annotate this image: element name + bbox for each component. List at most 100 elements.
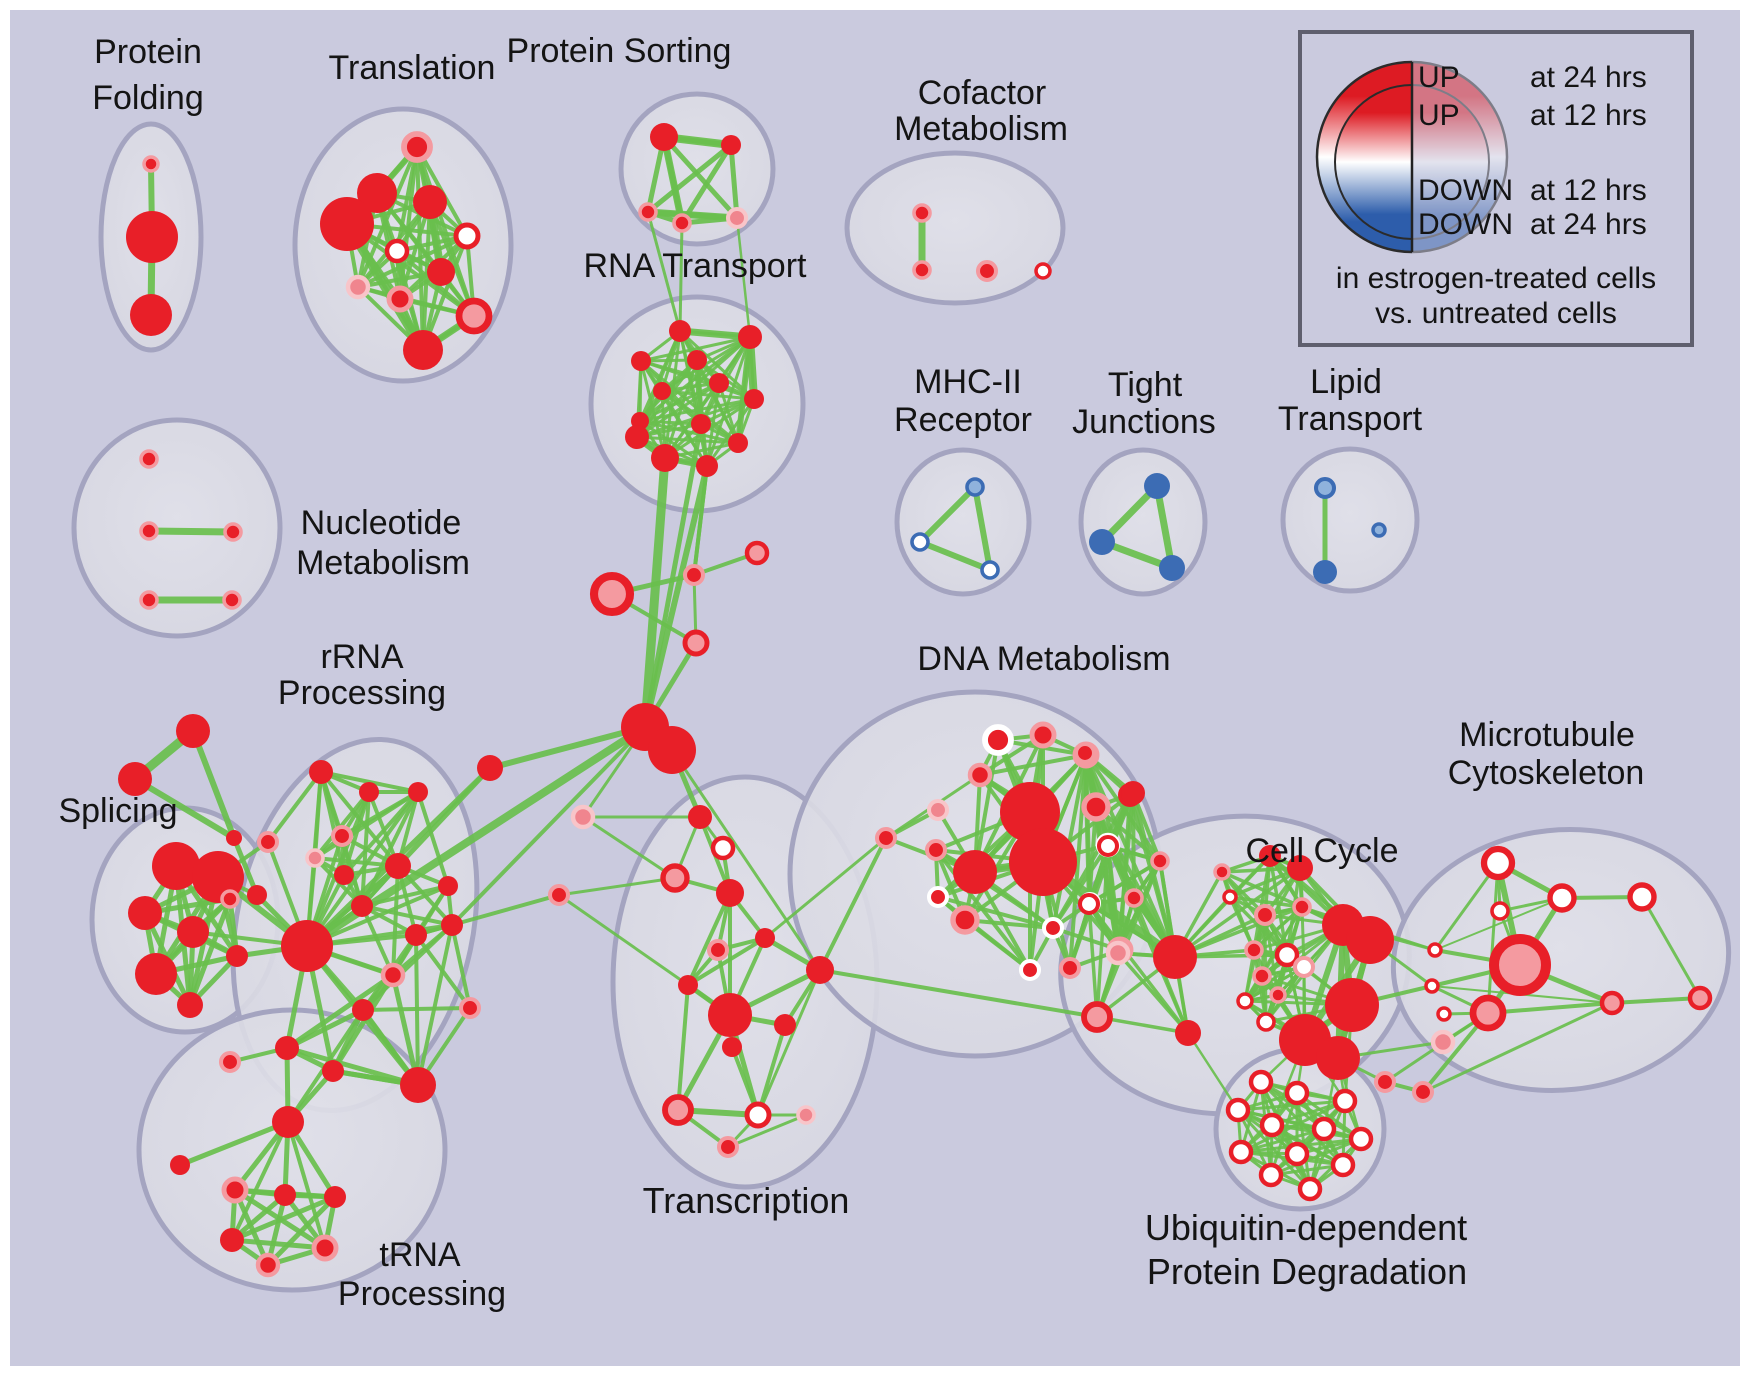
gene-node-dna-metabolism-1[interactable] [1029,721,1057,749]
gene-node-transcription-11[interactable] [662,1094,694,1126]
gene-node-cell-cycle-14[interactable] [1287,855,1313,881]
gene-node-transcription-1[interactable] [710,835,736,861]
gene-node-transcription-14[interactable] [716,1135,740,1159]
gene-node-protein-folding-1[interactable] [126,211,178,263]
gene-node-transcription-2[interactable] [660,863,690,893]
gene-node-mhc-ii-receptor-1[interactable] [910,532,930,552]
gene-node-splicing-0[interactable] [152,842,200,890]
gene-node-microtubule-cytoskeleton-9[interactable] [1424,978,1440,994]
gene-node-microtubule-cytoskeleton-3[interactable] [1489,934,1551,996]
gene-node-rrna-processing-9[interactable] [351,895,373,917]
gene-node-cell-cycle-24[interactable] [1292,955,1316,979]
gene-node-rrna-processing-3[interactable] [330,824,354,848]
gene-node-translation-3[interactable] [320,197,374,251]
gene-node-rrna-processing-15[interactable] [380,962,406,988]
gene-node-rna-transport-5[interactable] [653,382,671,400]
gene-node-connectors-12[interactable] [1411,1080,1435,1104]
gene-node-cell-cycle-7[interactable] [1105,940,1131,966]
gene-node-rrna-processing-7[interactable] [385,853,411,879]
gene-node-translation-1[interactable] [357,173,397,213]
gene-node-rna-transport-6[interactable] [744,389,764,409]
gene-node-rrna-processing-19[interactable] [458,996,482,1020]
gene-node-connectors-11[interactable] [1373,1070,1397,1094]
gene-node-protein-sorting-3[interactable] [672,213,692,233]
gene-node-cofactor-metabolism-0[interactable] [912,203,932,223]
gene-node-cofactor-metabolism-2[interactable] [975,259,999,283]
gene-node-dna-metabolism-16[interactable] [1041,916,1065,940]
gene-node-cell-cycle-2[interactable] [1081,792,1111,822]
gene-node-connectors-4[interactable] [744,540,770,566]
gene-node-rna-transport-12[interactable] [696,455,718,477]
gene-node-transcription-9[interactable] [774,1014,796,1036]
gene-node-ubiquitin-degradation-4[interactable] [1259,1112,1285,1138]
gene-node-transcription-8[interactable] [708,993,752,1037]
gene-node-transcription-0[interactable] [688,805,712,829]
gene-node-mhc-ii-receptor-2[interactable] [980,560,1000,580]
gene-node-trna-processing-6[interactable] [311,1234,339,1262]
gene-node-microtubule-cytoskeleton-0[interactable] [1480,845,1516,881]
gene-node-transcription-12[interactable] [744,1101,772,1129]
gene-node-rna-transport-0[interactable] [669,320,691,342]
gene-node-rna-transport-11[interactable] [651,444,679,472]
gene-node-rna-transport-3[interactable] [687,350,707,370]
gene-node-ubiquitin-degradation-7[interactable] [1228,1139,1254,1165]
gene-node-rrna-processing-4[interactable] [256,830,280,854]
gene-node-trna-processing-1[interactable] [170,1155,190,1175]
gene-node-cell-cycle-10[interactable] [1175,1020,1201,1046]
gene-node-dna-metabolism-18[interactable] [1018,958,1042,982]
gene-node-connectors-5[interactable] [682,629,710,657]
gene-node-rrna-processing-16[interactable] [275,1036,299,1060]
gene-node-trna-processing-2[interactable] [221,1176,249,1204]
gene-node-rrna-processing-18[interactable] [322,1060,344,1082]
gene-node-ubiquitin-degradation-2[interactable] [1332,1088,1358,1114]
gene-node-transcription-15[interactable] [570,804,596,830]
gene-node-cell-cycle-19[interactable] [1252,966,1272,986]
gene-node-cell-cycle-21[interactable] [1236,992,1254,1010]
gene-node-connectors-9[interactable] [477,755,503,781]
gene-node-mhc-ii-receptor-0[interactable] [965,477,985,497]
gene-node-connectors-13[interactable] [1430,1029,1456,1055]
gene-node-tight-junctions-2[interactable] [1159,555,1185,581]
gene-node-rrna-processing-2[interactable] [408,782,428,802]
gene-node-nucleotide-metabolism-0[interactable] [139,449,159,469]
gene-node-microtubule-cytoskeleton-4[interactable] [1469,994,1507,1032]
gene-node-cell-cycle-9[interactable] [1081,1001,1113,1033]
gene-node-ubiquitin-degradation-5[interactable] [1311,1116,1337,1142]
gene-node-ubiquitin-degradation-3[interactable] [1225,1097,1251,1123]
gene-node-dna-metabolism-3[interactable] [967,762,993,788]
gene-node-dna-metabolism-10[interactable] [1009,828,1077,896]
gene-node-transcription-7[interactable] [806,956,834,984]
gene-node-cell-cycle-8[interactable] [1153,935,1197,979]
gene-node-dna-metabolism-5[interactable] [874,826,898,850]
gene-node-ubiquitin-degradation-10[interactable] [1258,1162,1284,1188]
gene-node-ubiquitin-degradation-6[interactable] [1348,1126,1374,1152]
gene-node-nucleotide-metabolism-1[interactable] [139,521,159,541]
gene-node-rna-transport-8[interactable] [691,414,711,434]
gene-node-rrna-processing-12[interactable] [441,914,463,936]
gene-node-rna-transport-10[interactable] [625,425,649,449]
gene-node-dna-metabolism-11[interactable] [953,850,997,894]
gene-node-ubiquitin-degradation-9[interactable] [1330,1152,1356,1178]
gene-node-dna-metabolism-9[interactable] [1000,782,1060,842]
gene-node-rrna-processing-17[interactable] [218,1050,242,1074]
gene-node-splicing-4[interactable] [135,953,177,995]
gene-node-protein-sorting-2[interactable] [638,202,658,222]
gene-node-cell-cycle-4[interactable] [1150,851,1170,871]
gene-node-cell-cycle-11[interactable] [1213,863,1231,881]
gene-node-lipid-transport-0[interactable] [1313,476,1337,500]
gene-node-rna-transport-9[interactable] [728,433,748,453]
gene-node-rna-transport-2[interactable] [631,351,651,371]
gene-node-dna-metabolism-19[interactable] [1058,956,1082,980]
gene-node-connectors-8[interactable] [648,726,696,774]
gene-node-rrna-processing-13[interactable] [400,1067,436,1103]
gene-node-protein-sorting-0[interactable] [650,123,678,151]
gene-node-cell-cycle-16[interactable] [1292,897,1312,917]
gene-node-translation-5[interactable] [384,238,410,264]
gene-node-ubiquitin-degradation-11[interactable] [1297,1176,1323,1202]
gene-node-translation-6[interactable] [427,258,455,286]
gene-node-microtubule-cytoskeleton-5[interactable] [1599,990,1625,1016]
gene-node-rrna-processing-0[interactable] [309,760,333,784]
gene-node-microtubule-cytoskeleton-8[interactable] [1427,942,1443,958]
gene-node-connectors-6[interactable] [589,571,635,617]
gene-node-cell-cycle-17[interactable] [1244,940,1264,960]
